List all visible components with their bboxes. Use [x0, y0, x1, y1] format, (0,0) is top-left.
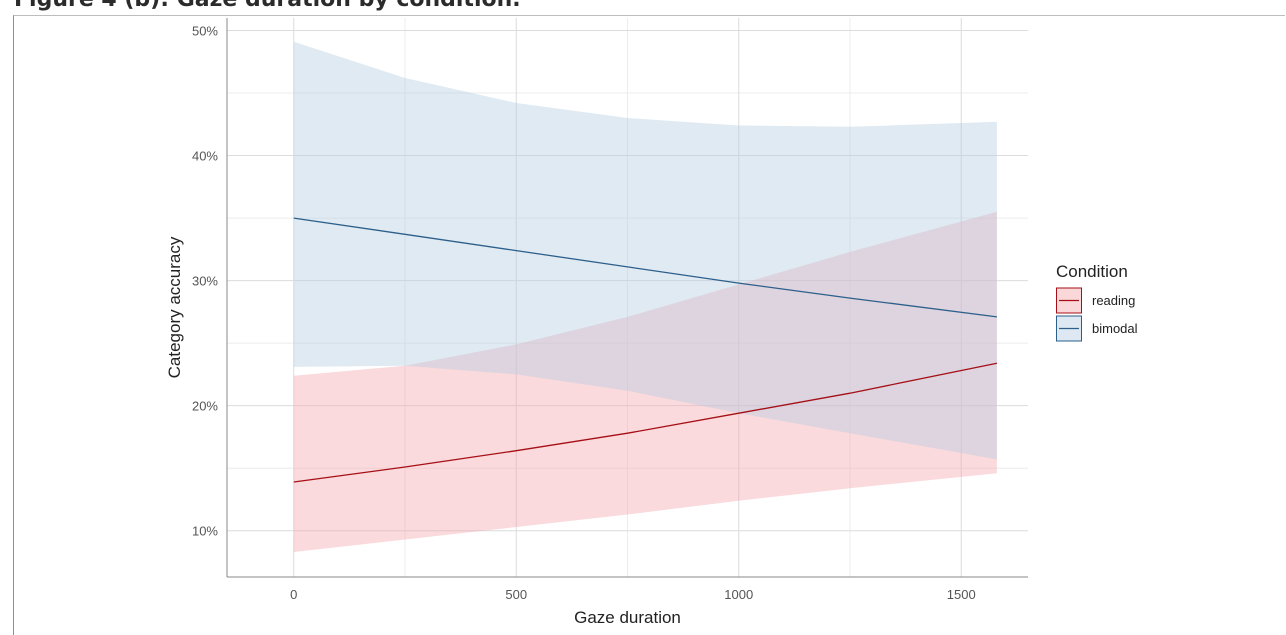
- legend-item-reading: reading: [1056, 287, 1135, 314]
- y-tick-label: 10%: [192, 524, 218, 539]
- legend-title: Condition: [1056, 262, 1128, 281]
- y-tick-label: 20%: [192, 399, 218, 414]
- series-line-bimodal: [293, 217, 997, 318]
- axes: 10% 20% 30% 40% 50% 0 500 1000 1500: [192, 18, 1028, 602]
- x-tick-label: 0: [290, 587, 297, 602]
- legend: Condition reading bimodal: [1056, 262, 1138, 342]
- figure-frame: [13, 15, 1285, 635]
- confidence-band-bimodal: [293, 41, 997, 460]
- x-axis-title: Gaze duration: [574, 608, 681, 627]
- series-lines: [293, 217, 998, 483]
- page-title: Figure 4 (b): Gaze duration by condition…: [14, 0, 521, 12]
- legend-label: reading: [1092, 293, 1135, 308]
- confidence-band-reading: [293, 211, 997, 553]
- series-line-reading: [293, 362, 998, 483]
- x-tick-label: 500: [505, 587, 527, 602]
- legend-items: reading bimodal: [1056, 287, 1138, 342]
- legend-item-bimodal: bimodal: [1056, 315, 1138, 342]
- y-tick-label: 40%: [192, 149, 218, 164]
- x-tick-label: 1500: [947, 587, 976, 602]
- x-tick-label: 1000: [724, 587, 753, 602]
- grid: [227, 18, 1028, 577]
- y-tick-label: 30%: [192, 274, 218, 289]
- y-tick-label: 50%: [192, 24, 218, 39]
- legend-label: bimodal: [1092, 321, 1138, 336]
- confidence-bands: [293, 41, 997, 553]
- y-axis-title: Category accuracy: [165, 236, 184, 378]
